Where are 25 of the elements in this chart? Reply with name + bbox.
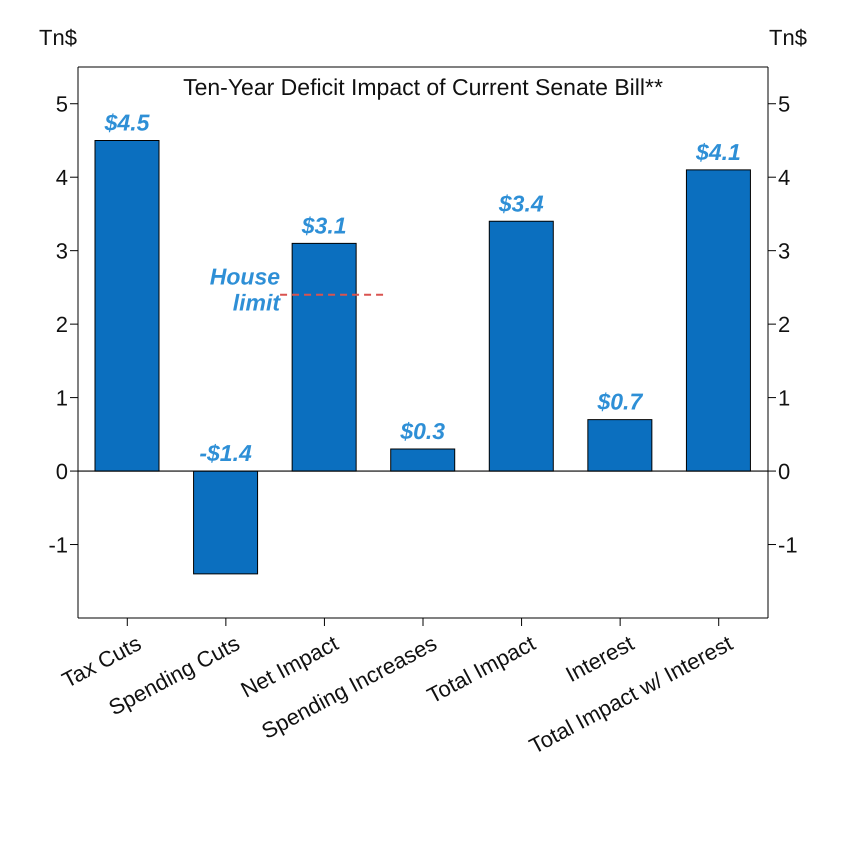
y2-tick-label: 0 [778,458,790,484]
data-label: $3.1 [300,212,347,238]
y2-tick-label: 3 [778,238,790,264]
y-tick-label: 1 [56,385,68,410]
ref-line-label: House limit [210,264,282,316]
data-label: $4.1 [695,138,741,165]
y-tick-label: 0 [56,458,68,484]
data-label: $0.3 [399,418,446,444]
data-label: $3.4 [498,190,544,216]
y-axis-title: Tn$ [39,25,77,50]
y-tick-label: 2 [56,312,68,337]
data-label: $4.5 [104,109,151,136]
y-tick-label: 4 [56,165,68,190]
data-label: -$1.4 [199,440,252,466]
y-tick-label: 3 [56,238,68,264]
data-label: $0.7 [596,388,644,415]
y-tick-label: 5 [56,92,68,117]
chart-title: Ten-Year Deficit Impact of Current Senate Bill** [182,74,664,101]
y2-axis-title: Tn$ [769,25,807,50]
y2-tick-label: 4 [778,165,790,190]
y2-tick-label: 1 [778,385,790,410]
y2-tick-label: 2 [778,312,790,337]
y2-tick-label: 5 [778,92,790,117]
y2-tick-label: -1 [778,532,798,558]
y-tick-label: -1 [48,532,68,558]
